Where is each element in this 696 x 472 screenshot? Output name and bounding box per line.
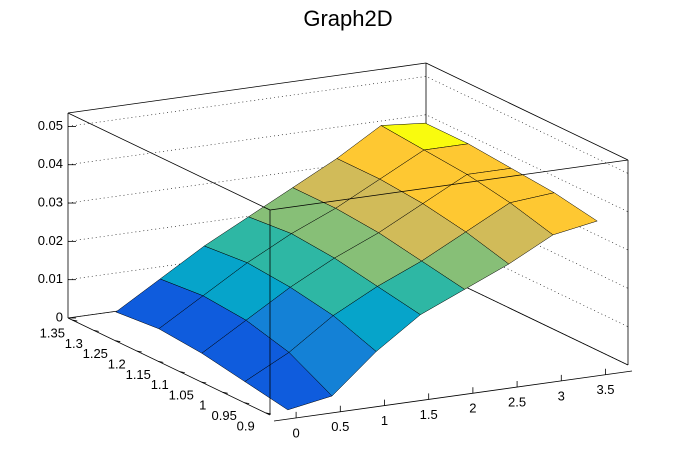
z-tick-label: 0.03 — [38, 194, 63, 209]
y-tick-label: 1.05 — [169, 387, 194, 402]
z-tick-label: 0.05 — [38, 118, 63, 133]
y-tick — [222, 391, 228, 394]
y-tick — [115, 340, 121, 343]
y-tick-label: 1.1 — [151, 377, 169, 392]
y-tick-label: 1.2 — [108, 356, 126, 371]
y-tick — [93, 329, 99, 332]
z-tick-label: 0.01 — [38, 271, 63, 286]
box-edge — [67, 317, 271, 416]
x-tick-label: 3.5 — [596, 382, 614, 397]
x-tick-label: 0 — [292, 425, 299, 440]
box-edge — [67, 62, 427, 114]
grid-line — [67, 114, 629, 212]
y-tick — [201, 381, 207, 384]
surface-cell — [244, 352, 333, 411]
y-tick — [179, 371, 185, 374]
box-edge — [425, 62, 629, 161]
y-tick — [158, 360, 164, 363]
chart-title: Graph2D — [303, 6, 392, 31]
x-tick-label: 1.5 — [420, 407, 438, 422]
box-edge — [269, 159, 629, 211]
y-tick-label: 1.15 — [126, 367, 151, 382]
z-tick-label: 0.02 — [38, 233, 63, 248]
y-tick — [244, 402, 250, 405]
z-tick-label: 0 — [56, 309, 63, 324]
x-tick-label: 2.5 — [508, 394, 526, 409]
y-tick — [265, 412, 271, 415]
box-edge — [67, 112, 271, 211]
y-tick-label: 1.25 — [83, 346, 108, 361]
y-tick — [136, 350, 142, 353]
y-tick-label: 1 — [199, 398, 206, 413]
x-tick-label: 0.5 — [331, 419, 349, 434]
y-tick-label: 1.3 — [65, 336, 83, 351]
y-tick-label: 0.9 — [237, 418, 255, 433]
grid-line — [67, 152, 629, 251]
x-tick-label: 3 — [558, 388, 565, 403]
x-tick-label: 2 — [469, 401, 476, 416]
z-tick-label: 0.04 — [38, 156, 63, 171]
x-tick-label: 1 — [381, 413, 388, 428]
y-tick-label: 1.35 — [40, 326, 65, 341]
y-tick-label: 0.95 — [212, 408, 237, 423]
grid-line — [67, 191, 629, 289]
grid-line — [67, 76, 629, 174]
y-tick — [72, 319, 78, 322]
x-axis — [273, 370, 633, 422]
